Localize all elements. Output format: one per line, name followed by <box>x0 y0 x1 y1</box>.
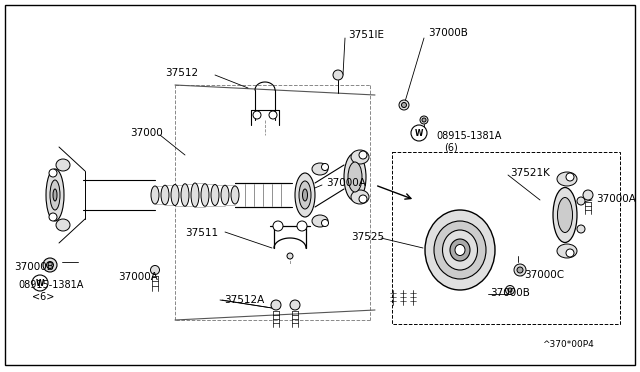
Circle shape <box>297 221 307 231</box>
Circle shape <box>269 111 277 119</box>
Ellipse shape <box>348 162 362 192</box>
Circle shape <box>333 70 343 80</box>
Ellipse shape <box>53 189 57 201</box>
Ellipse shape <box>557 244 577 258</box>
Circle shape <box>517 267 523 273</box>
Text: 37000A: 37000A <box>326 178 366 188</box>
Ellipse shape <box>303 189 307 201</box>
Text: 37000B: 37000B <box>428 28 468 38</box>
Circle shape <box>514 264 526 276</box>
Circle shape <box>253 111 261 119</box>
Text: 37000A: 37000A <box>596 194 636 204</box>
Circle shape <box>290 300 300 310</box>
Ellipse shape <box>299 181 311 209</box>
Circle shape <box>287 253 293 259</box>
Circle shape <box>49 213 57 221</box>
Text: 3751IE: 3751IE <box>348 30 384 40</box>
Ellipse shape <box>312 163 328 175</box>
Text: 37511: 37511 <box>185 228 218 238</box>
Ellipse shape <box>191 183 199 207</box>
Ellipse shape <box>425 210 495 290</box>
Text: ^370*00P4: ^370*00P4 <box>542 340 594 349</box>
Circle shape <box>271 300 281 310</box>
Circle shape <box>411 125 427 141</box>
Text: 37000: 37000 <box>131 128 163 138</box>
Circle shape <box>508 288 512 292</box>
Circle shape <box>47 262 54 269</box>
Ellipse shape <box>46 169 64 221</box>
Ellipse shape <box>211 185 219 205</box>
Ellipse shape <box>171 185 179 205</box>
Ellipse shape <box>553 187 577 243</box>
Ellipse shape <box>201 184 209 206</box>
Circle shape <box>583 190 593 200</box>
Circle shape <box>422 118 426 122</box>
Text: (6): (6) <box>444 143 458 153</box>
Text: <6>: <6> <box>32 292 54 302</box>
Text: 37512: 37512 <box>165 68 198 78</box>
Circle shape <box>420 116 428 124</box>
Circle shape <box>399 100 409 110</box>
Ellipse shape <box>181 184 189 206</box>
Ellipse shape <box>557 198 573 232</box>
Ellipse shape <box>351 150 369 164</box>
Ellipse shape <box>56 219 70 231</box>
Circle shape <box>401 103 406 108</box>
Text: W: W <box>415 128 423 138</box>
Text: 37512A: 37512A <box>224 295 264 305</box>
Circle shape <box>321 164 328 170</box>
Ellipse shape <box>455 244 465 256</box>
Circle shape <box>43 258 57 272</box>
Circle shape <box>577 197 585 205</box>
Text: 37000A: 37000A <box>118 272 158 282</box>
Text: 37521K: 37521K <box>510 168 550 178</box>
Circle shape <box>577 225 585 233</box>
Ellipse shape <box>231 186 239 204</box>
Ellipse shape <box>351 190 369 204</box>
Ellipse shape <box>434 221 486 279</box>
Circle shape <box>32 275 48 291</box>
Ellipse shape <box>344 153 366 201</box>
Ellipse shape <box>295 173 315 217</box>
Circle shape <box>49 169 57 177</box>
Ellipse shape <box>161 185 169 205</box>
Ellipse shape <box>312 215 328 227</box>
Text: 37000C: 37000C <box>524 270 564 280</box>
Circle shape <box>273 221 283 231</box>
Circle shape <box>566 249 574 257</box>
Circle shape <box>321 219 328 227</box>
Ellipse shape <box>450 239 470 261</box>
Ellipse shape <box>442 230 477 270</box>
Circle shape <box>359 151 367 159</box>
Ellipse shape <box>56 159 70 171</box>
Ellipse shape <box>221 185 229 205</box>
Ellipse shape <box>151 186 159 204</box>
Text: 08915-1381A: 08915-1381A <box>436 131 501 141</box>
Circle shape <box>359 195 367 203</box>
Circle shape <box>506 285 515 295</box>
Text: 37525: 37525 <box>351 232 384 242</box>
Text: W: W <box>36 279 44 288</box>
Text: 08915-1381A: 08915-1381A <box>18 280 83 290</box>
Text: 37000B: 37000B <box>14 262 54 272</box>
Ellipse shape <box>557 172 577 186</box>
Bar <box>392 152 620 324</box>
Circle shape <box>566 173 574 181</box>
Ellipse shape <box>50 180 60 210</box>
Circle shape <box>150 266 159 275</box>
Text: 37000B: 37000B <box>490 288 530 298</box>
